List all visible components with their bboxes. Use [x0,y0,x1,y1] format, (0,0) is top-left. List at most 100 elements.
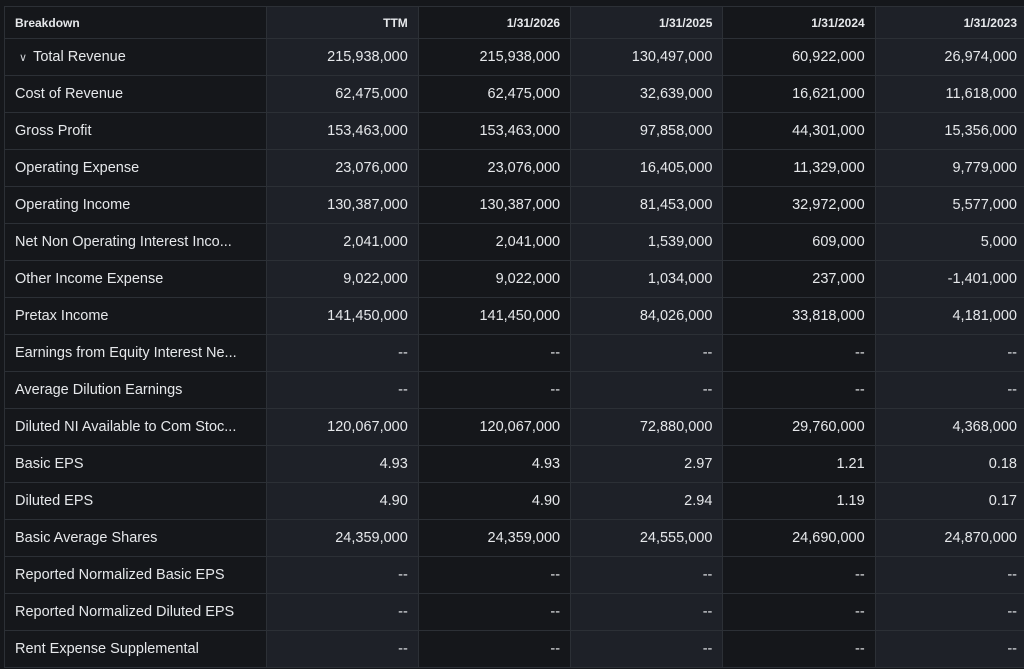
cell-value: 32,972,000 [722,186,876,224]
cell-value: -- [417,371,572,409]
row-label: Other Income Expense [4,260,267,298]
cell-value: 4,368,000 [874,408,1024,446]
table-row: Other Income Expense 9,022,000 9,022,000 1,… [4,260,1024,298]
cell-value: 120,067,000 [265,408,419,446]
cell-value: 2,041,000 [417,223,572,261]
cell-value: 24,359,000 [265,519,419,557]
cell-value: -- [722,334,876,372]
row-label-text: Reported Normalized Diluted EPS [15,604,235,620]
row-label: Operating Income [4,186,267,224]
table-row: Average Dilution Earnings -- -- -- -- -- [4,371,1024,409]
cell-value: 24,555,000 [570,519,724,557]
cell-value: 72,880,000 [570,408,724,446]
cell-value: 44,301,000 [722,112,876,150]
row-label: Gross Profit [4,112,267,150]
row-label: Rent Expense Supplemental [4,630,267,668]
row-label-text: Basic Average Shares [15,530,158,546]
row-label: Basic Average Shares [4,519,267,557]
row-label: Earnings from Equity Interest Ne... [4,334,267,372]
table-row: ∨ Total Revenue 215,938,000 215,938,000 130,… [4,38,1024,76]
table-row: Pretax Income 141,450,000 141,450,000 84,02… [4,297,1024,335]
row-label-text: Rent Expense Supplemental [15,641,199,657]
row-label-text: Operating Expense [15,160,140,176]
row-label: Pretax Income [4,297,267,335]
cell-value: 130,387,000 [417,186,572,224]
row-label-text: Cost of Revenue [15,86,124,102]
cell-value: -- [874,630,1024,668]
row-label-text: Net Non Operating Interest Inco... [15,234,232,250]
cell-value: 60,922,000 [722,38,876,76]
cell-value: 4.90 [417,482,572,520]
row-label: Cost of Revenue [4,75,267,113]
cell-value: 2.94 [570,482,724,520]
cell-value: 97,858,000 [570,112,724,150]
table-row: Basic Average Shares 24,359,000 24,359,000… [4,519,1024,557]
cell-value: 4.93 [265,445,419,483]
cell-value: -- [570,334,724,372]
cell-value: 237,000 [722,260,876,298]
cell-value: 24,870,000 [874,519,1024,557]
header-column: TTM [265,6,419,39]
cell-value: -- [874,371,1024,409]
cell-value: -- [570,371,724,409]
table-row: Rent Expense Supplemental -- -- -- -- -- [4,630,1024,668]
cell-value: -- [417,556,572,594]
cell-value: 4,181,000 [874,297,1024,335]
cell-value: 153,463,000 [265,112,419,150]
cell-value: 62,475,000 [265,75,419,113]
cell-value: 4.93 [417,445,572,483]
row-label: Diluted NI Available to Com Stoc... [4,408,267,446]
cell-value: 4.90 [265,482,419,520]
cell-value: -- [874,593,1024,631]
cell-value: 16,405,000 [570,149,724,187]
cell-value: 23,076,000 [265,149,419,187]
header-breakdown: Breakdown [4,6,267,39]
cell-value: -1,401,000 [874,260,1024,298]
cell-value: 0.17 [874,482,1024,520]
cell-value: 11,329,000 [722,149,876,187]
cell-value: 0.18 [874,445,1024,483]
cell-value: 84,026,000 [570,297,724,335]
cell-value: 9,779,000 [874,149,1024,187]
header-column: 1/31/2026 [417,6,572,39]
table-row: Reported Normalized Basic EPS -- -- -- -- -- [4,556,1024,594]
cell-value: 9,022,000 [265,260,419,298]
chevron-down-icon[interactable]: ∨ [19,52,28,64]
cell-value: 62,475,000 [417,75,572,113]
cell-value: 141,450,000 [417,297,572,335]
row-label-text: Other Income Expense [15,271,164,287]
cell-value: 2,041,000 [265,223,419,261]
cell-value: 32,639,000 [570,75,724,113]
cell-value: 215,938,000 [265,38,419,76]
header-column: 1/31/2024 [722,6,876,39]
cell-value: 81,453,000 [570,186,724,224]
row-label[interactable]: ∨ Total Revenue [4,38,267,76]
cell-value: 1.19 [722,482,876,520]
table-row: Reported Normalized Diluted EPS -- -- -- -- -… [4,593,1024,631]
cell-value: 29,760,000 [722,408,876,446]
row-label-text: Diluted EPS [15,493,94,509]
table-row: Diluted NI Available to Com Stoc... 120,0… [4,408,1024,446]
row-label: Basic EPS [4,445,267,483]
cell-value: -- [265,556,419,594]
cell-value: 26,974,000 [874,38,1024,76]
cell-value: -- [265,334,419,372]
cell-value: -- [265,593,419,631]
cell-value: 24,359,000 [417,519,572,557]
row-label-text: Gross Profit [15,123,92,139]
row-label-text: Earnings from Equity Interest Ne... [15,345,237,361]
cell-value: 23,076,000 [417,149,572,187]
table-row: Basic EPS 4.93 4.93 2.97 1.21 0.18 [4,445,1024,483]
cell-value: 1.21 [722,445,876,483]
table-row: Gross Profit 153,463,000 153,463,000 97,858… [4,112,1024,150]
cell-value: 120,067,000 [417,408,572,446]
row-label-text: Reported Normalized Basic EPS [15,567,225,583]
cell-value: -- [722,593,876,631]
cell-value: 141,450,000 [265,297,419,335]
cell-value: -- [722,630,876,668]
cell-value: 2.97 [570,445,724,483]
cell-value: -- [570,630,724,668]
table-row: Diluted EPS 4.90 4.90 2.94 1.19 0.17 [4,482,1024,520]
cell-value: 609,000 [722,223,876,261]
table-row: Earnings from Equity Interest Ne... -- -- -… [4,334,1024,372]
